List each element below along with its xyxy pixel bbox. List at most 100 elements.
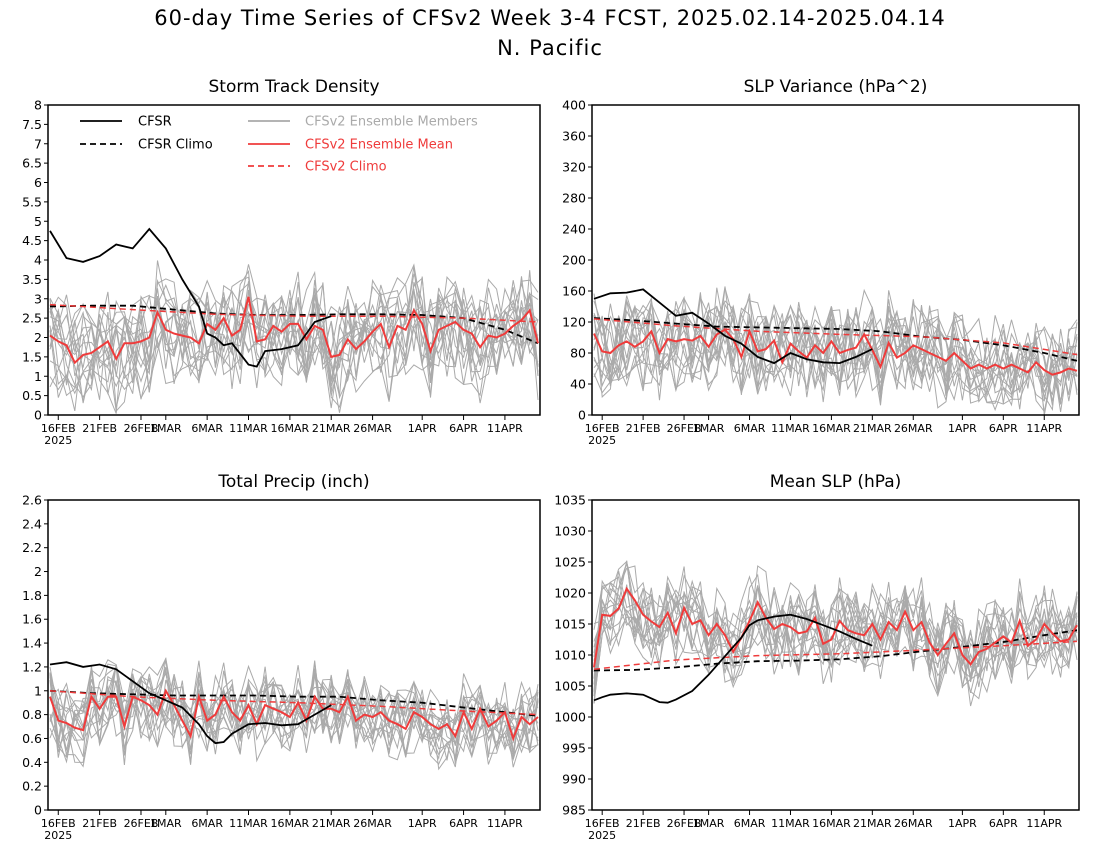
y-tick-label: 1 xyxy=(34,369,42,384)
x-tick-label: 26FEB xyxy=(124,422,159,435)
y-tick-label: 120 xyxy=(562,315,586,330)
y-tick-label: 360 xyxy=(562,129,586,144)
x-tick-label: 11MAR xyxy=(771,422,810,435)
y-tick-label: 7 xyxy=(34,136,42,151)
panel-title: Total Precip (inch) xyxy=(217,472,369,492)
panel-storm-track-density: Storm Track Density 0 0.5 1 1.5 2 2.5 3 3.5 4 4.5 5… xyxy=(22,77,541,447)
x-year-label: 2025 xyxy=(44,434,72,447)
x-tick-label: 11MAR xyxy=(229,422,268,435)
y-tick-label: 1.6 xyxy=(22,612,42,627)
page-subtitle: N. Pacific xyxy=(497,36,603,60)
plot-area xyxy=(49,227,539,414)
x-tick-label: 21FEB xyxy=(82,422,117,435)
y-tick-label: 995 xyxy=(562,741,586,756)
x-tick-label: 26MAR xyxy=(353,422,392,435)
y-tick-label: 1.5 xyxy=(22,349,42,364)
y-tick-label: 400 xyxy=(562,98,586,113)
y-tick-label: 200 xyxy=(562,253,586,268)
x-tick-label: 1MAR xyxy=(693,817,725,830)
plot-area xyxy=(593,286,1078,415)
ensemble-member-line xyxy=(49,269,539,388)
x-tick-label: 6APR xyxy=(449,422,478,435)
x-tick-label: 6APR xyxy=(989,817,1018,830)
y-tick-label: 990 xyxy=(562,772,586,787)
x-tick-label: 21FEB xyxy=(626,422,661,435)
x-year-label: 2025 xyxy=(588,829,616,842)
ensemble-member-line xyxy=(593,287,1078,395)
series-cfsv2-ensemble-mean xyxy=(593,328,1078,376)
series-cfsv2-ensemble-mean xyxy=(49,296,539,365)
x-tick-label: 26FEB xyxy=(667,817,702,830)
series-cfsr-climo xyxy=(593,317,1078,362)
y-tick-label: 1010 xyxy=(554,648,586,663)
y-tick-label: 0 xyxy=(34,803,42,818)
y-tick-label: 1015 xyxy=(554,617,586,632)
y-tick-label: 2.4 xyxy=(22,516,42,531)
x-tick-label: 16FEB xyxy=(41,422,76,435)
x-tick-label: 26MAR xyxy=(894,422,933,435)
legend: CFSR CFSR Climo CFSv2 Ensemble Members CFSv… xyxy=(80,115,478,175)
page-title: 60-day Time Series of CFSv2 Week 3-4 FCS… xyxy=(154,6,946,30)
legend-ensemble-mean-label: CFSv2 Ensemble Mean xyxy=(305,138,453,153)
x-tick-label: 1MAR xyxy=(150,422,182,435)
y-tick-label: 1020 xyxy=(554,586,586,601)
x-tick-label: 11APR xyxy=(1026,817,1062,830)
y-tick-label: 0.4 xyxy=(22,755,42,770)
y-tick-label: 280 xyxy=(562,191,586,206)
x-tick-label: 6MAR xyxy=(734,422,766,435)
y-tick-label: 6.5 xyxy=(22,156,42,171)
x-year-label: 2025 xyxy=(588,434,616,447)
y-tick-label: 0.8 xyxy=(22,707,42,722)
ensemble-member-line xyxy=(49,300,539,408)
ensemble-member-line xyxy=(593,295,1078,405)
panel-title: SLP Variance (hPa^2) xyxy=(744,77,928,97)
x-tick-label: 6APR xyxy=(989,422,1018,435)
y-tick-label: 0 xyxy=(34,408,42,423)
series-cfsr xyxy=(593,613,873,704)
x-tick-label: 11MAR xyxy=(229,817,268,830)
y-tick-label: 0.2 xyxy=(22,779,42,794)
y-tick-label: 8 xyxy=(34,98,42,113)
series-cfsr-climo xyxy=(49,689,539,717)
x-tick-label: 21MAR xyxy=(312,817,351,830)
x-tick-label: 11APR xyxy=(487,817,523,830)
y-tick-label: 7.5 xyxy=(22,117,42,132)
y-tick-label: 320 xyxy=(562,160,586,175)
y-tick-label: 5.5 xyxy=(22,194,42,209)
x-tick-label: 21MAR xyxy=(853,422,892,435)
y-tick-label: 80 xyxy=(570,346,586,361)
y-tick-label: 0.5 xyxy=(22,388,42,403)
y-tick-label: 3.5 xyxy=(22,272,42,287)
y-tick-label: 0.6 xyxy=(22,731,42,746)
x-tick-label: 21MAR xyxy=(312,422,351,435)
ensemble-member-line xyxy=(593,300,1078,406)
y-tick-label: 1.8 xyxy=(22,588,42,603)
x-tick-label: 26MAR xyxy=(353,817,392,830)
ensemble-member-line xyxy=(593,562,1078,680)
x-tick-label: 1MAR xyxy=(693,422,725,435)
x-tick-label: 11APR xyxy=(487,422,523,435)
y-tick-label: 1.4 xyxy=(22,636,42,651)
legend-cfsv2-climo-label: CFSv2 Climo xyxy=(305,160,387,175)
x-tick-label: 21FEB xyxy=(82,817,117,830)
series-cfsv2-climo xyxy=(593,640,1078,671)
x-tick-label: 26MAR xyxy=(894,817,933,830)
y-tick-label: 2.2 xyxy=(22,540,42,555)
ensemble-member-line xyxy=(49,677,539,765)
y-tick-label: 1035 xyxy=(554,493,586,508)
y-tick-label: 0 xyxy=(578,408,586,423)
y-tick-label: 2 xyxy=(34,564,42,579)
x-tick-label: 16MAR xyxy=(271,422,310,435)
plot-area xyxy=(593,560,1078,707)
series-cfsr xyxy=(593,288,873,365)
y-tick-label: 985 xyxy=(562,803,586,818)
ensemble-member-line xyxy=(49,265,539,381)
y-tick-label: 6 xyxy=(34,175,42,190)
plot-area xyxy=(49,656,539,771)
y-tick-label: 3 xyxy=(34,291,42,306)
x-tick-label: 16FEB xyxy=(41,817,76,830)
ensemble-member-line xyxy=(49,263,539,400)
y-tick-label: 1025 xyxy=(554,555,586,570)
x-tick-label: 26FEB xyxy=(667,422,702,435)
